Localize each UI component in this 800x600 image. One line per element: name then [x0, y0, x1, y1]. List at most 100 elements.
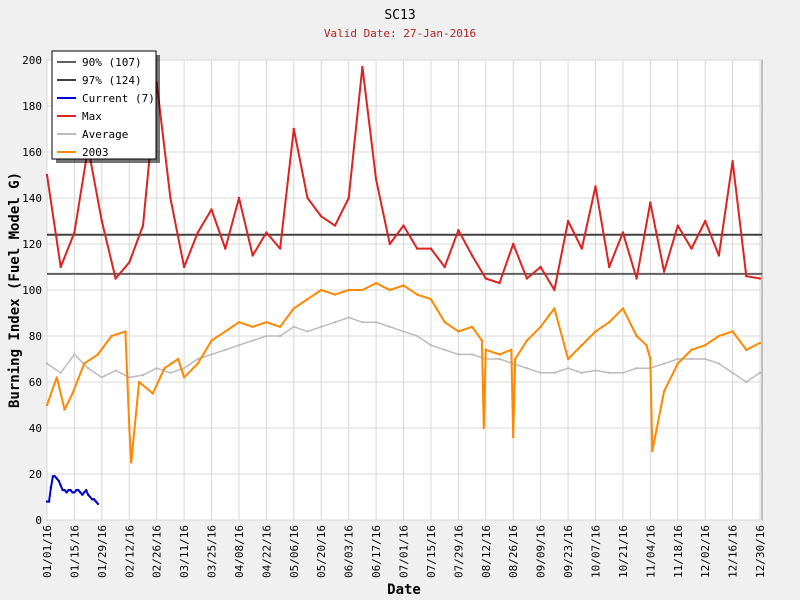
- series-2003-point: [163, 367, 166, 370]
- series-average-point: [333, 321, 337, 324]
- series-max-point: [457, 229, 460, 232]
- series-average-point: [566, 367, 570, 370]
- series-max-point: [704, 219, 707, 223]
- series-2003-point: [347, 288, 350, 292]
- series-average-point: [210, 353, 213, 356]
- series-average-point: [553, 371, 556, 374]
- legend-label: 2003: [82, 146, 109, 159]
- series-average-point: [251, 339, 254, 342]
- series-2003-point: [745, 348, 748, 351]
- x-tick-label: 03/25/16: [206, 525, 219, 578]
- series-average-point: [182, 367, 186, 370]
- chart-title: SC13: [384, 8, 415, 23]
- series-max-point: [141, 224, 145, 227]
- series-2003-point: [676, 362, 679, 365]
- series-2003-point: [498, 353, 501, 356]
- series-2003-point: [361, 288, 364, 292]
- series-average-point: [73, 353, 76, 356]
- series-2003-point: [553, 307, 556, 310]
- x-tick-label: 11/04/16: [644, 525, 657, 578]
- y-tick-label: 0: [35, 514, 42, 527]
- y-tick-label: 120: [22, 238, 42, 251]
- series-2003-point: [566, 357, 570, 361]
- series-max-point: [347, 196, 350, 200]
- series-2003-point: [265, 321, 268, 324]
- series-average-point: [374, 321, 378, 324]
- series-2003-point: [704, 344, 707, 347]
- series-2003-point: [429, 298, 433, 301]
- series-2003-point: [292, 307, 295, 310]
- series-current-7-point: [49, 486, 53, 489]
- x-tick-label: 01/29/16: [96, 525, 109, 578]
- series-max-point: [320, 215, 323, 218]
- series-average-point: [498, 357, 501, 361]
- x-tick-label: 12/30/16: [754, 525, 767, 578]
- series-max-point: [498, 281, 501, 285]
- series-max-point: [306, 196, 309, 200]
- series-average-point: [690, 357, 693, 361]
- series-max-point: [114, 277, 117, 280]
- series-max-point: [635, 277, 638, 280]
- series-average-point: [443, 348, 446, 351]
- x-tick-labels: 01/01/16 01/15/16 01/29/16 02/12/16 02/26/16…: [41, 525, 767, 578]
- series-average-point: [525, 367, 529, 370]
- series-current-7-point: [96, 502, 100, 506]
- legend-label: 97% (124): [82, 74, 142, 87]
- series-2003-point: [482, 426, 485, 430]
- y-tick-label: 140: [22, 192, 42, 205]
- x-tick-label: 12/02/16: [699, 525, 712, 578]
- x-tick-label: 02/26/16: [151, 525, 164, 578]
- series-max-point: [525, 277, 529, 280]
- x-tick-label: 07/15/16: [425, 525, 438, 578]
- series-2003-point: [514, 357, 517, 361]
- series-current-7-point: [59, 484, 62, 487]
- series-max-point: [59, 265, 62, 269]
- series-current-7-point: [73, 491, 76, 494]
- series-average-point: [402, 330, 405, 333]
- series-average-point: [676, 357, 679, 361]
- series-average-point: [429, 344, 433, 347]
- x-tick-label: 10/07/16: [589, 525, 602, 578]
- series-max-point: [278, 247, 282, 250]
- y-tick-label: 100: [22, 284, 42, 297]
- series-2003-point: [83, 362, 86, 365]
- series-2003-point: [224, 330, 227, 333]
- series-average-point: [114, 369, 117, 372]
- series-max-point: [265, 231, 268, 234]
- series-average-point: [580, 371, 583, 374]
- y-tick-labels: 0 20 40 60 80 100 120 140 160 180 200: [22, 54, 42, 527]
- x-tick-label: 06/17/16: [370, 525, 383, 578]
- series-average-point: [608, 371, 611, 374]
- series-current-7-point: [55, 477, 58, 480]
- series-2003-point: [645, 344, 648, 347]
- series-average-point: [662, 362, 666, 365]
- series-average-point: [361, 321, 364, 324]
- x-tick-label: 07/01/16: [398, 525, 411, 578]
- series-average-point: [457, 353, 460, 356]
- series-2003-point: [480, 339, 484, 342]
- x-tick-label: 07/29/16: [452, 525, 465, 578]
- series-2003-point: [758, 341, 762, 345]
- series-2003-point: [690, 348, 693, 351]
- y-tick-label: 180: [22, 100, 42, 113]
- y-axis-label: Burning Index (Fuel Model G): [7, 172, 23, 408]
- series-max-point: [553, 288, 556, 292]
- x-tick-label: 01/15/16: [68, 525, 81, 578]
- legend-label: Current (7): [82, 92, 155, 105]
- series-average-point: [539, 371, 542, 374]
- series-max-point: [45, 173, 49, 177]
- series-2003-point: [45, 403, 49, 407]
- x-axis-label: Date: [387, 582, 421, 598]
- series-max-point: [512, 242, 515, 246]
- series-max-point: [566, 219, 570, 223]
- series-average-point: [196, 357, 199, 361]
- series-average-point: [717, 362, 721, 365]
- series-average-point: [306, 330, 309, 333]
- series-2003-point: [196, 362, 199, 365]
- series-current-7-point: [81, 493, 84, 496]
- series-max-point: [539, 265, 542, 269]
- series-current-7-point: [83, 491, 86, 494]
- series-2003-point: [443, 321, 446, 324]
- series-average-point: [388, 325, 391, 328]
